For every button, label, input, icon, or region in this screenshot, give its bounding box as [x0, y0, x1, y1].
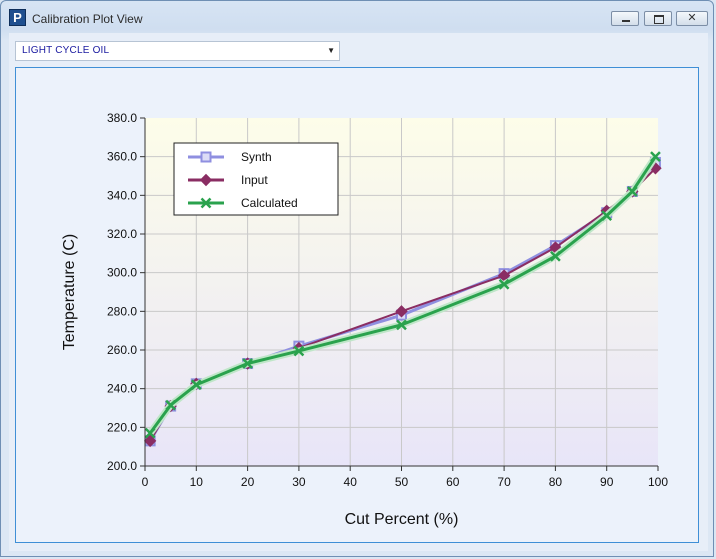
stream-select-value: LIGHT CYCLE OIL	[22, 45, 110, 56]
x-tick-label: 80	[549, 475, 563, 489]
data-point-calculated	[144, 427, 156, 439]
close-icon: ✕	[687, 12, 697, 24]
title-bar[interactable]: P Calibration Plot View ✕	[1, 1, 713, 35]
legend-marker-calculated	[200, 197, 212, 209]
x-tick-label: 30	[292, 475, 306, 489]
data-point-input	[395, 305, 408, 318]
y-tick-label: 340.0	[107, 188, 137, 202]
x-tick-label: 70	[497, 475, 511, 489]
x-tick-label: 90	[600, 475, 614, 489]
stream-select-dropdown[interactable]: LIGHT CYCLE OIL ▼	[15, 41, 340, 61]
x-tick-label: 10	[190, 475, 204, 489]
data-point-calculated	[626, 186, 638, 197]
data-point-calculated	[190, 379, 202, 391]
data-point-calculated	[650, 151, 661, 163]
x-tick-label: 50	[395, 475, 409, 489]
y-axis-label: Temperature (C)	[61, 234, 78, 350]
close-button[interactable]: ✕	[676, 11, 708, 26]
plot-panel: 0 10 20 30 40 50 60 70 80 90 100 200.0 220.0 240.0 260…	[15, 67, 699, 543]
x-tick-label: 100	[648, 475, 668, 489]
legend-marker-synth	[200, 151, 212, 163]
y-tick-label: 280.0	[107, 304, 137, 318]
series-layer	[143, 151, 662, 448]
data-point-calculated	[498, 278, 510, 290]
chart-legend: Synth Input Calculated	[173, 142, 339, 216]
chevron-down-icon[interactable]: ▼	[327, 46, 335, 55]
minimize-button[interactable]	[611, 11, 639, 26]
x-axis-label: Cut Percent (%)	[345, 511, 459, 528]
y-tick-label: 300.0	[107, 266, 137, 280]
y-tick-label: 380.0	[107, 111, 137, 125]
y-tick-label: 260.0	[107, 343, 137, 357]
axes: 0 10 20 30 40 50 60 70 80 90 100 200.0 220.0 240.0 260…	[107, 111, 668, 489]
legend-label-calculated: Calculated	[241, 196, 298, 210]
x-tick-label: 40	[344, 475, 358, 489]
series-calculated	[144, 151, 661, 439]
legend-label-input: Input	[241, 173, 268, 187]
y-tick-label: 240.0	[107, 382, 137, 396]
data-point-calculated	[293, 345, 305, 357]
data-point-calculated	[242, 358, 253, 369]
x-tick-label: 60	[446, 475, 460, 489]
x-tick-label: 20	[241, 475, 255, 489]
data-point-calculated	[601, 210, 613, 222]
maximize-button[interactable]	[644, 11, 672, 26]
y-tick-label: 200.0	[107, 459, 137, 473]
x-tick-label: 0	[142, 475, 149, 489]
data-point-input	[143, 434, 157, 448]
maximize-icon	[645, 12, 671, 25]
calibration-chart: 0 10 20 30 40 50 60 70 80 90 100 200.0 220.0 240.0 260…	[61, 111, 668, 528]
legend-label-synth: Synth	[241, 150, 272, 164]
data-point-calculated	[165, 399, 177, 411]
window-title: Calibration Plot View	[32, 12, 143, 26]
data-point-calculated	[550, 250, 561, 262]
y-tick-label: 360.0	[107, 150, 137, 164]
window-client-area: LIGHT CYCLE OIL ▼ 0 10 20 30 40 50 60 70 80 90 100…	[9, 33, 708, 551]
minimize-icon	[612, 12, 638, 25]
y-tick-label: 320.0	[107, 227, 137, 241]
app-icon: P	[9, 9, 26, 26]
y-tick-label: 220.0	[107, 420, 137, 434]
data-point-calculated	[396, 319, 407, 331]
legend-marker-input	[199, 173, 213, 187]
